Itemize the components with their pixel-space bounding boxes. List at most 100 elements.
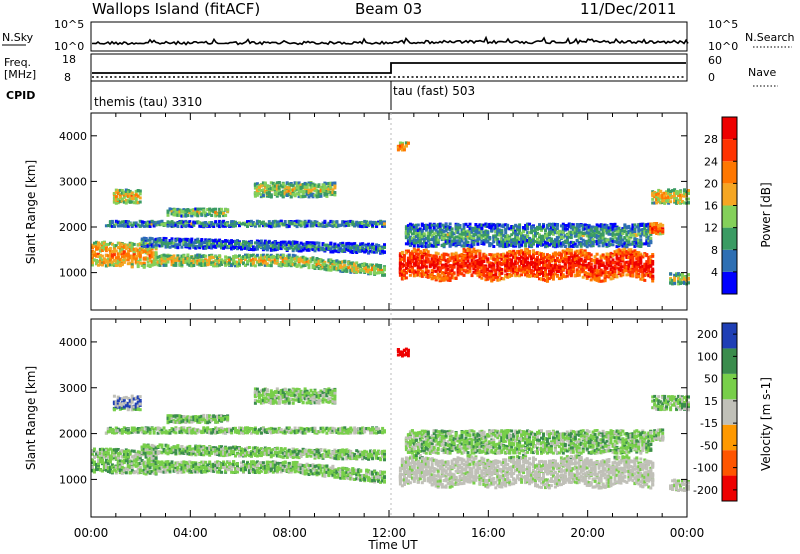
- data-cell: [403, 259, 406, 262]
- data-cell: [178, 243, 181, 246]
- data-cell: [113, 253, 116, 256]
- data-cell: [383, 246, 386, 249]
- data-cell: [218, 254, 221, 257]
- data-cell: [542, 253, 545, 256]
- data-cell: [333, 182, 336, 185]
- data-cell: [471, 274, 474, 277]
- data-cell: [214, 208, 217, 211]
- data-cell: [453, 266, 456, 269]
- data-cell: [256, 254, 259, 257]
- data-cell: [329, 242, 332, 245]
- data-cell: [480, 227, 483, 230]
- data-cell: [139, 196, 142, 199]
- data-cell: [538, 223, 541, 226]
- data-cell: [288, 254, 291, 257]
- data-cell: [518, 226, 521, 229]
- data-cell: [405, 276, 408, 279]
- data-cell: [186, 254, 189, 257]
- data-cell: [403, 148, 406, 151]
- data-cell: [226, 208, 229, 211]
- data-cell: [437, 241, 440, 244]
- data-cell: [463, 274, 466, 277]
- data-cell: [369, 271, 372, 274]
- data-cell: [455, 252, 458, 255]
- data-cell: [504, 232, 507, 235]
- data-cell: [478, 252, 481, 255]
- power-ylabel: Slant Range [km]: [24, 160, 38, 264]
- data-cell: [476, 243, 479, 246]
- nsearch-tick-top: 10^5: [708, 18, 738, 31]
- data-cell: [488, 236, 491, 239]
- data-cell: [469, 223, 472, 226]
- data-cell: [254, 264, 257, 267]
- data-cell: [383, 222, 386, 225]
- data-cell: [133, 243, 136, 246]
- data-cell: [455, 277, 458, 280]
- nave-label: Nave: [748, 66, 776, 79]
- data-cell: [260, 240, 263, 243]
- date-title: 11/Dec/2011: [580, 0, 676, 18]
- beam-title: Beam 03: [355, 0, 422, 18]
- data-cell: [139, 201, 142, 204]
- data-cell: [383, 243, 386, 246]
- data-cell: [210, 214, 213, 217]
- cpid-mode-1: themis (tau) 3310: [94, 95, 202, 109]
- data-cell: [306, 224, 309, 227]
- data-cell: [173, 255, 176, 258]
- data-cell: [544, 229, 547, 232]
- data-cell: [139, 192, 142, 195]
- data-cell: [536, 256, 539, 259]
- data-cell: [403, 257, 406, 260]
- data-cell: [174, 264, 177, 267]
- data-cell: [383, 251, 386, 254]
- data-cell: [214, 220, 217, 223]
- data-cell: [262, 194, 265, 197]
- data-cell: [379, 266, 382, 269]
- data-cell: [494, 273, 497, 276]
- data-cell: [480, 277, 483, 280]
- nsky-tick-bottom: 10^0: [54, 40, 84, 53]
- data-cell: [296, 241, 299, 244]
- data-cell: [407, 142, 410, 145]
- data-cell: [101, 255, 104, 258]
- data-cell: [167, 214, 170, 217]
- data-cell: [139, 254, 142, 257]
- data-cell: [417, 224, 420, 227]
- data-cell: [451, 227, 454, 230]
- data-cell: [453, 271, 456, 274]
- data-cell: [413, 245, 416, 248]
- data-cell: [333, 191, 336, 194]
- nsearch-tick-bottom: 10^0: [708, 40, 738, 53]
- data-cell: [115, 249, 118, 252]
- data-cell: [176, 246, 179, 249]
- data-cell: [180, 246, 183, 249]
- data-cell: [343, 260, 346, 263]
- data-cell: [204, 255, 207, 258]
- data-cell: [474, 255, 477, 258]
- nsky-label: N.Sky: [2, 31, 34, 44]
- data-cell: [252, 262, 255, 265]
- data-cell: [320, 195, 323, 198]
- data-cell: [167, 211, 170, 214]
- freq-tick-bottom: 8: [64, 71, 71, 84]
- data-cell: [270, 264, 273, 267]
- data-cell: [542, 225, 545, 228]
- data-cell: [447, 254, 450, 257]
- data-cell: [288, 225, 291, 228]
- data-cell: [401, 251, 404, 254]
- data-cell: [306, 186, 309, 189]
- cpid-mode-2: tau (fast) 503: [393, 84, 475, 98]
- data-cell: [467, 241, 470, 244]
- data-cell: [192, 264, 195, 267]
- data-cell: [115, 195, 118, 198]
- data-cell: [427, 250, 430, 253]
- nsearch-label: N.Search: [745, 31, 795, 44]
- data-cell: [186, 214, 189, 217]
- data-cell: [167, 261, 170, 264]
- data-cell: [427, 270, 430, 273]
- nave-tick-bottom: 0: [708, 71, 715, 84]
- data-cell: [423, 232, 426, 235]
- data-cell: [250, 241, 253, 244]
- data-cell: [176, 225, 179, 228]
- data-cell: [528, 250, 531, 253]
